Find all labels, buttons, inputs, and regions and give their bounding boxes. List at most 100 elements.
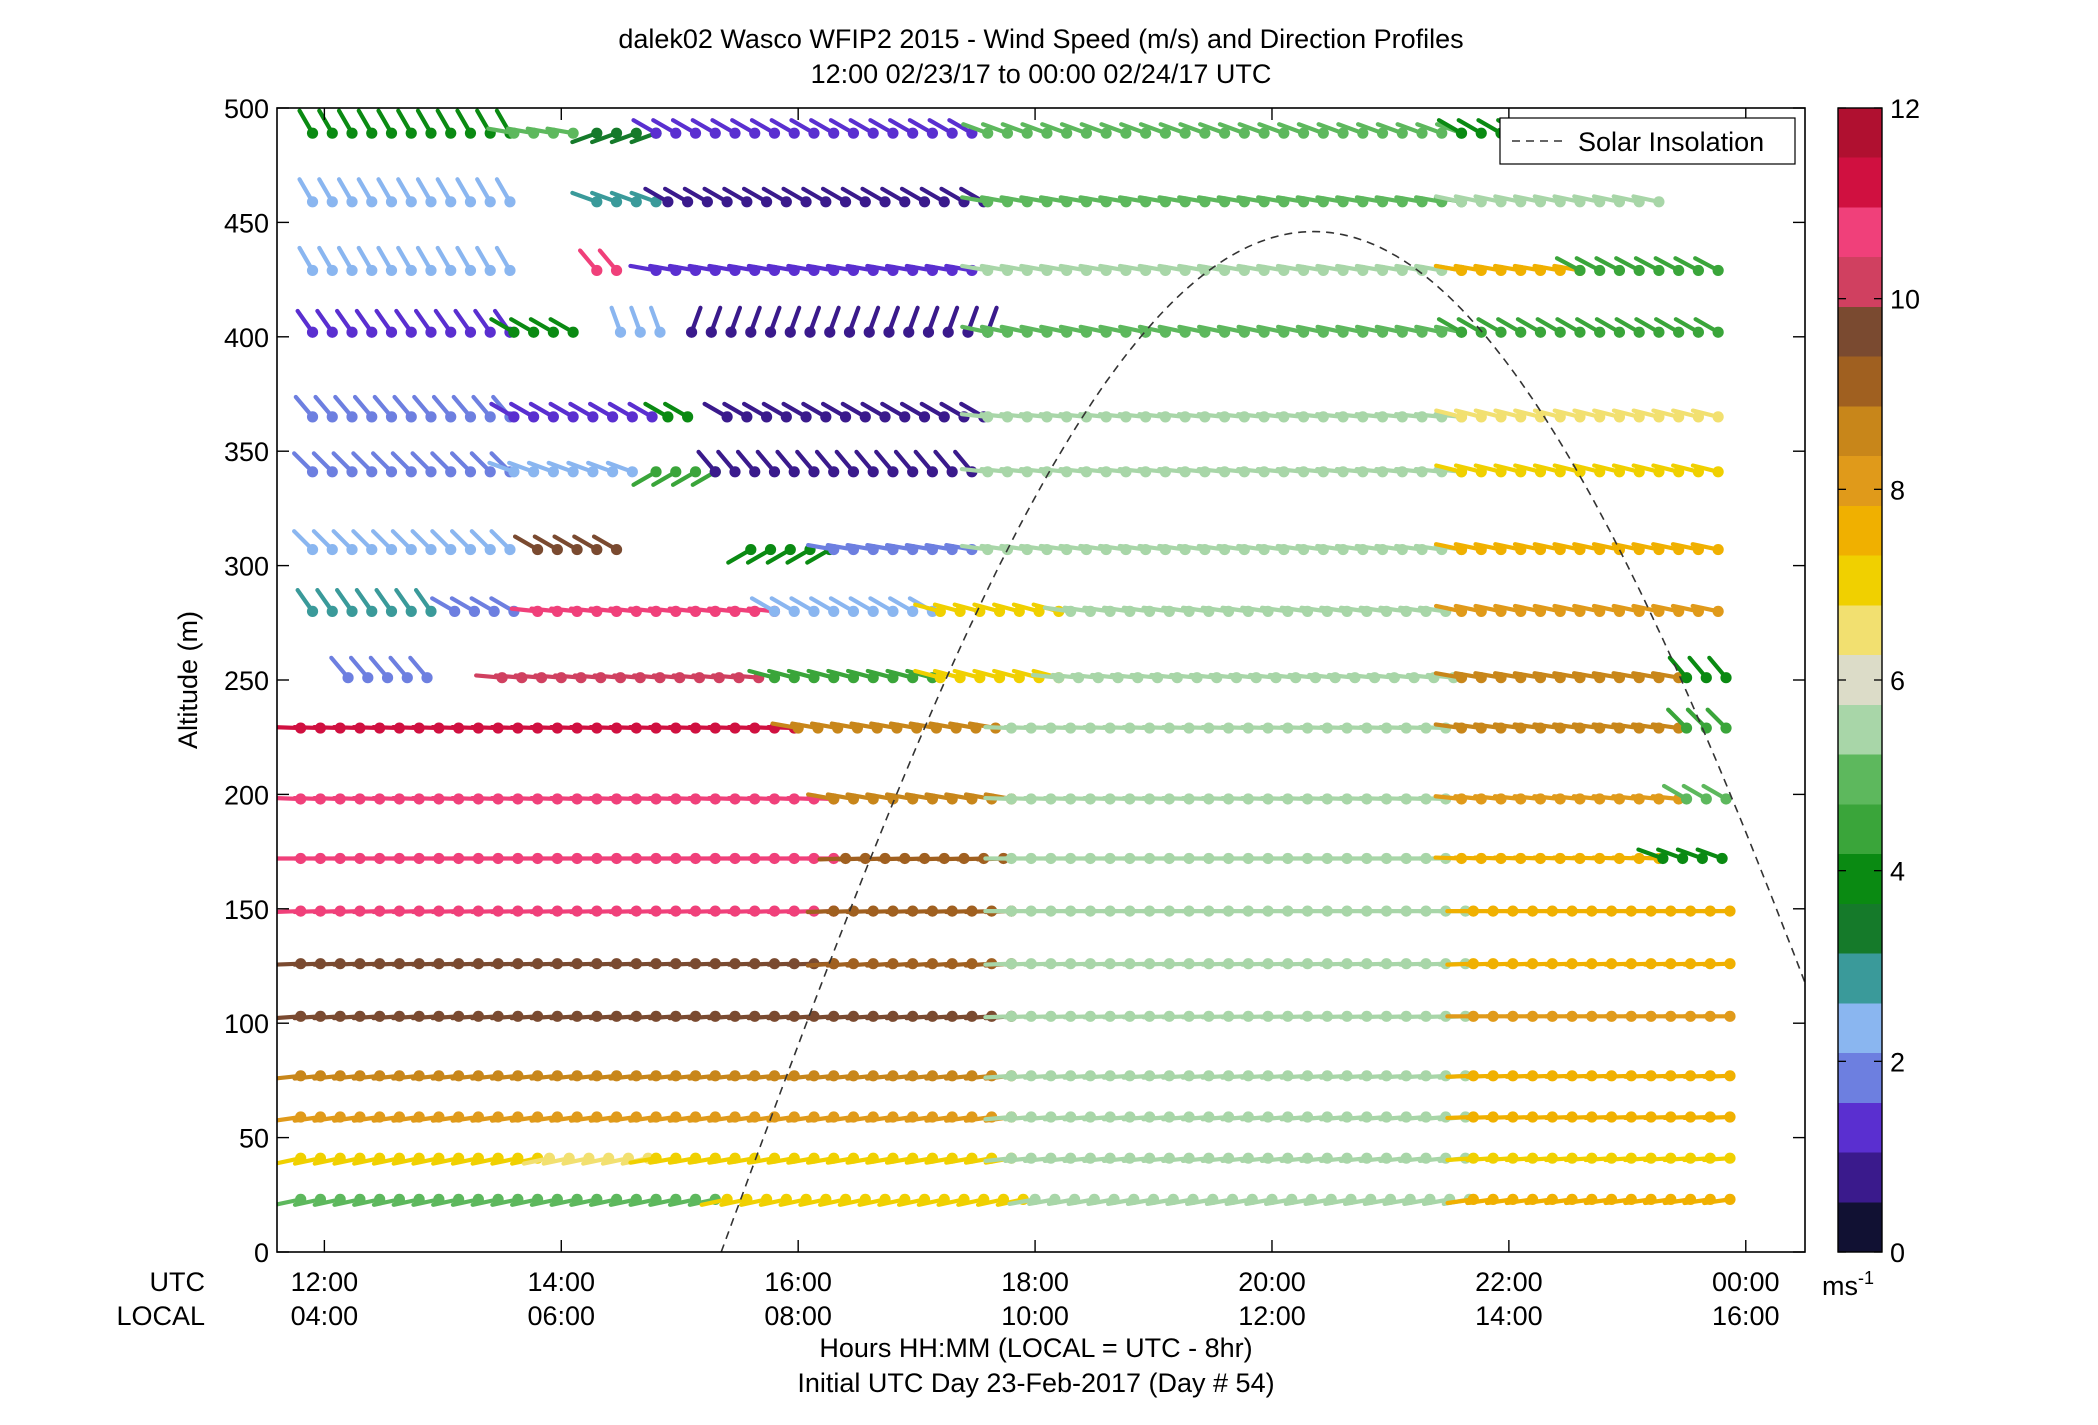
wind-barb-dot [326,326,338,338]
wind-barb-dot [508,411,520,423]
y-tick-label: 0 [254,1238,269,1268]
wind-barb-dot [425,543,437,556]
wind-barb-dot [464,326,477,338]
wind-barb-dot [1061,127,1073,139]
wind-barb-dot [808,605,820,617]
wind-barb-dot [610,196,623,208]
wind-barb-dot [1720,722,1732,734]
wind-barb-dot [385,326,398,338]
wind-barb-dot [504,196,516,208]
wind-barb-dot [701,196,713,208]
wind-barb-dot [1613,264,1626,277]
wind-barb-dot [1554,326,1566,338]
wind-barb-dot [1179,127,1191,139]
x-tick-label-local: 08:00 [764,1301,832,1331]
wind-barb-dot [464,466,477,478]
wind-barb-dot [488,605,500,617]
wind-barb-dot [879,196,891,208]
wind-barb-dot [306,264,319,277]
x-tick-label-local: 14:00 [1475,1301,1543,1331]
wind-barb-dot [1416,127,1428,139]
wind-barb-dot [1724,1152,1736,1164]
wind-barb-dot [780,411,792,423]
wind-barb-dot [918,196,931,208]
wind-barb-dot [745,326,757,338]
wind-barb-dot [879,411,891,423]
wind-barb-dot [768,466,781,478]
wind-barb-dot [484,326,496,338]
wind-barb-dot [464,196,477,208]
wind-barb-dot [1317,127,1329,139]
wind-barb-dot [567,326,579,338]
wind-barb-dot [326,605,338,617]
wind-barb-dot [366,196,378,208]
wind-barb-dot [484,466,496,478]
x-axis: 12:00 04:00 14:00 06:00 16:00 08:00 18:00 10:00… [291,108,1780,1331]
wind-barb-dot [346,264,358,277]
wind-barb-dot [306,326,319,338]
wind-barb-dot [820,196,832,208]
wind-barb-dot [749,127,761,139]
wind-barb-dot [346,605,358,617]
wind-barb-dot [445,264,457,277]
wind-barb-dot [567,127,579,139]
wind-barb-dot [484,196,496,208]
legend-box [1499,117,1796,165]
wind-barb-dot [788,466,800,478]
wind-barb-dot [1677,852,1689,865]
solar-insolation-curve [720,230,1805,1252]
wind-barb-dot [385,411,398,423]
x-tick-label-utc: 22:00 [1475,1267,1543,1297]
wind-barb-dot [839,411,852,423]
wind-barb-dot [445,196,457,208]
wind-barb-dot [749,466,761,478]
wind-barb-dot [828,466,840,478]
wind-barb-dot [863,326,875,338]
x-tick-label-utc: 12:00 [291,1267,359,1297]
wind-barb-dot [1712,411,1724,423]
wind-barb-dot [385,127,398,139]
wind-barb-dot [650,466,662,478]
chart-title: dalek02 Wasco WFIP2 2015 - Wind Speed (m… [618,24,1463,54]
wind-barb-dot [788,127,800,139]
y-tick-label: 200 [224,780,269,810]
wind-barb-dot [504,264,516,277]
wind-barb-dot [1680,722,1693,734]
x-tick-label-utc: 14:00 [527,1267,595,1297]
wind-barb-dot [381,672,394,684]
wind-barb-dot [385,196,398,208]
wind-barb-dot [425,605,437,617]
wind-barb-dot [982,127,994,139]
wind-barb-dot [504,543,516,556]
y-tick-label: 100 [224,1009,269,1039]
wind-barb-dot [405,196,417,208]
wind-barb-dot [907,466,919,478]
y-tick-label: 450 [224,208,269,238]
colorbar-tick-label: 0 [1890,1238,1905,1268]
local-row-label: LOCAL [116,1301,205,1331]
wind-barb-dot [938,196,950,208]
wind-barb-dot [867,466,879,478]
wind-barb-dot [689,466,702,478]
wind-barb-dot [709,127,721,139]
wind-barb-dot [1376,127,1389,139]
wind-barb-dot [800,411,812,423]
wind-barb-dot [650,127,662,139]
wind-barb-dot [508,326,520,338]
wind-barb-dot [899,196,911,208]
wind-barb-dot [326,466,338,478]
wind-barb-dot [1657,852,1669,865]
wind-barb-dot [847,466,860,478]
wind-barb-dot [682,196,694,208]
wind-barb-dot [346,543,358,556]
wind-barb-dot [1712,264,1724,277]
wind-barb-dot [729,466,741,478]
wind-barb-dot [346,411,358,423]
wind-barb-dot [938,411,950,423]
wind-barb-dot [405,466,417,478]
wind-barb-dot [828,605,840,617]
wind-barb-dot [445,411,457,423]
x-tick-label-utc: 16:00 [764,1267,832,1297]
wind-barb-dot [346,466,358,478]
wind-barb-dot [1673,326,1685,338]
